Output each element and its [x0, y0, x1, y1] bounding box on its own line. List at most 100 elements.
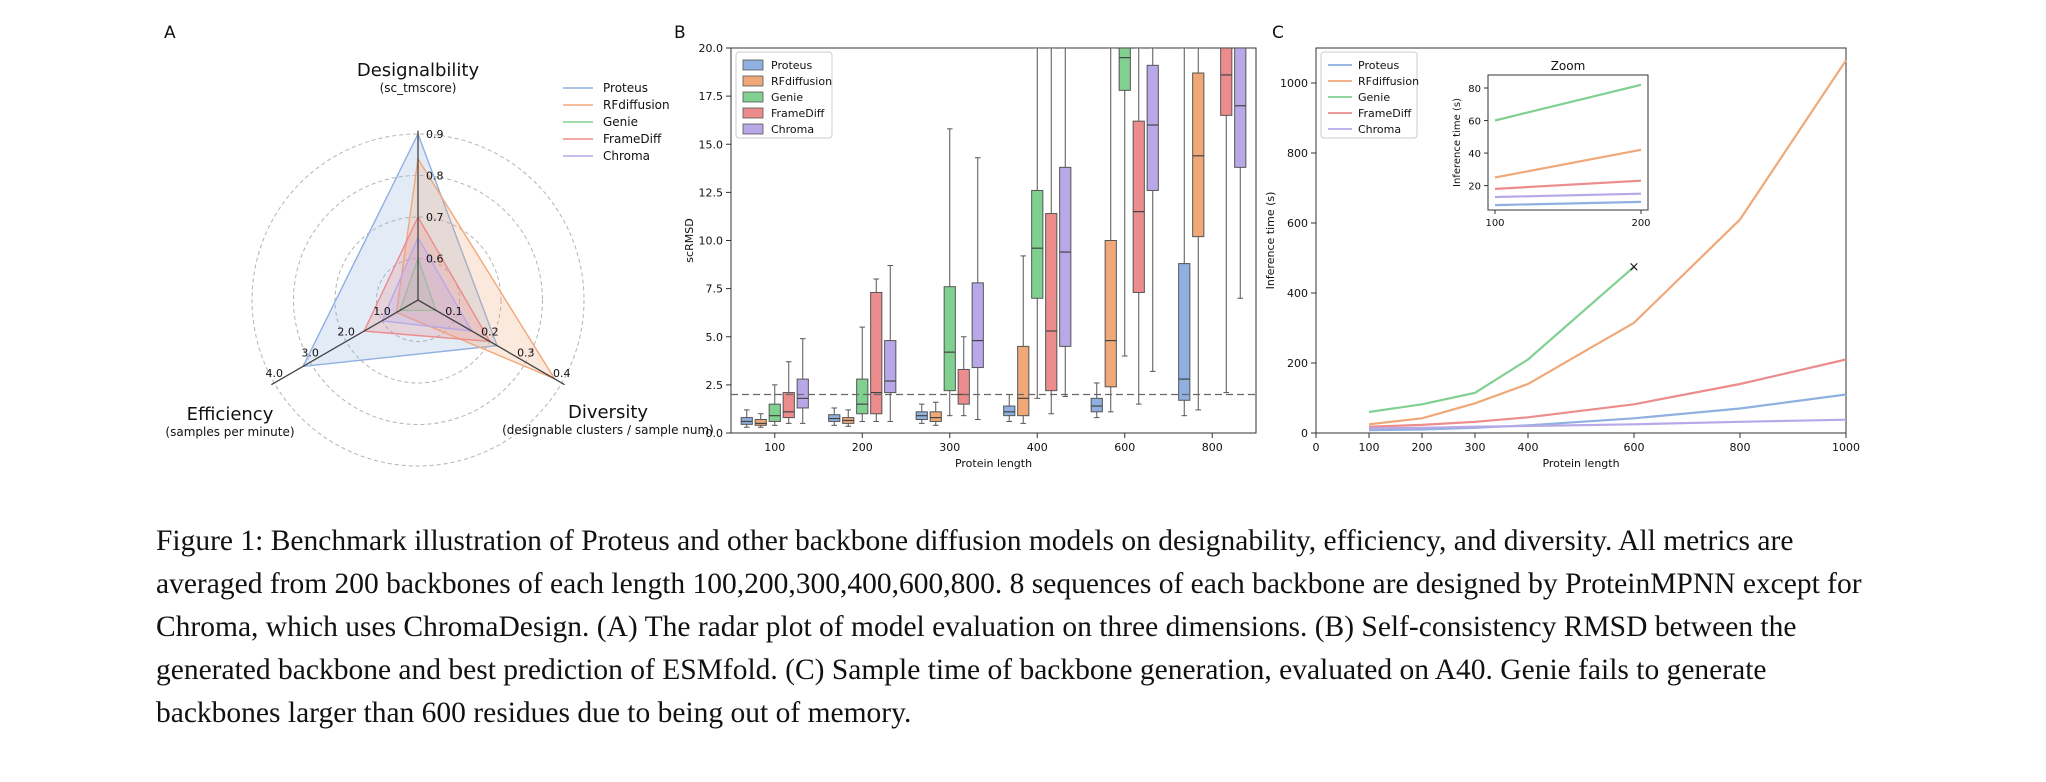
inset-series-rfdiffusion	[1494, 148, 1642, 179]
radar-axis-subtitle: (designable clusters / sample num)	[502, 423, 714, 437]
x-tick-label: 800	[1202, 441, 1223, 454]
radar-series-proteus	[301, 132, 499, 368]
radar-grid-circle	[334, 216, 502, 384]
figure-1: A 0.6 0.7 0.8 0.9 0.1 0.2 0.3 0.4 1.0 2.0 3.0 4.0 Des…	[164, 23, 1860, 470]
radar-tick-label: 0.7	[426, 211, 444, 224]
y-tick-label: 10.0	[699, 235, 724, 248]
y-axis-label: Inference time (s)	[1264, 192, 1277, 290]
legend-label: RFdiffusion	[603, 98, 670, 112]
plot-frame	[1315, 47, 1847, 434]
radar-axis-subtitle: (samples per minute)	[165, 425, 294, 439]
failure-marker: ×	[1629, 260, 1640, 275]
y-tick-label: 15.0	[699, 138, 724, 151]
y-tick-label: 5.0	[706, 331, 724, 344]
box-rfdiffusion	[1192, 72, 1205, 238]
y-tick-label: 7.5	[706, 283, 724, 296]
line-series-genie	[1368, 265, 1635, 414]
box-framediff	[1045, 213, 1058, 392]
radar-grid-circle	[251, 133, 585, 467]
box-genie	[943, 286, 956, 392]
box-chroma	[1146, 64, 1159, 191]
box-proteus	[1003, 405, 1016, 417]
line-series-framediff	[1368, 358, 1847, 428]
box-framediff	[957, 368, 970, 405]
radar-grid-circle	[376, 258, 460, 342]
y-tick-label: 17.5	[699, 90, 724, 103]
y-axis-label: scRMSD	[683, 218, 696, 262]
legend-label: Proteus	[771, 59, 813, 72]
x-tick-label: 1000	[1832, 441, 1860, 454]
radar-tick-label: 0.8	[426, 170, 444, 183]
legend-label: Chroma	[771, 123, 814, 136]
radar-tick-label: 0.4	[553, 367, 571, 380]
panel-label-c: C	[1272, 23, 1284, 43]
inset-frame	[1487, 74, 1649, 211]
box-rfdiffusion	[1104, 240, 1117, 388]
box-proteus	[1090, 397, 1103, 413]
radar-tick-label: 1.0	[373, 305, 391, 318]
x-tick-label: 600	[1624, 441, 1645, 454]
radar-tick-label: 0.6	[426, 253, 444, 266]
x-tick-label: 400	[1027, 441, 1048, 454]
x-tick-label: 100	[764, 441, 785, 454]
y-tick-label: 12.5	[699, 186, 724, 199]
y-tick-label: 800	[1287, 147, 1308, 160]
radar-tick-label: 4.0	[265, 367, 283, 380]
legend-swatch	[742, 75, 764, 87]
panel-label-b: B	[674, 23, 686, 43]
x-tick-label: 400	[1518, 441, 1539, 454]
box-plot-area	[740, 48, 1247, 428]
legend-label: Proteus	[603, 81, 648, 95]
inset-series-framediff	[1494, 179, 1642, 190]
legend-swatch	[742, 91, 764, 103]
radar-tick-label: 0.3	[517, 346, 535, 359]
legend-label: Chroma	[1358, 123, 1401, 136]
legend-label: Chroma	[603, 149, 650, 163]
inset-x-tick-label: 200	[1631, 218, 1650, 229]
box-chroma	[1059, 166, 1072, 347]
y-tick-label: 400	[1287, 287, 1308, 300]
x-tick-label: 200	[852, 441, 873, 454]
box-framediff	[1220, 48, 1233, 116]
x-axis-label: Protein length	[955, 457, 1032, 470]
inset-x-tick-label: 100	[1485, 218, 1504, 229]
y-tick-label: 20.0	[699, 42, 724, 55]
radar-axis-subtitle: (sc_tmscore)	[380, 81, 457, 95]
y-tick-label: 200	[1287, 357, 1308, 370]
legend-label: RFdiffusion	[771, 75, 832, 88]
line-series-chroma	[1368, 418, 1847, 430]
box-chroma	[884, 340, 897, 394]
box-chroma	[971, 282, 984, 369]
legend-label: Genie	[771, 91, 803, 104]
radar-tick-label: 0.9	[426, 128, 444, 141]
inset-y-tick-label: 60	[1468, 117, 1481, 128]
radar-tick-label: 3.0	[301, 346, 319, 359]
figure-caption: Figure 1: Benchmark illustration of Prot…	[156, 525, 1862, 729]
radar-series-rfdiffusion	[395, 156, 557, 381]
legend-swatch	[742, 59, 764, 71]
panel-a-radar-chart: A 0.6 0.7 0.8 0.9 0.1 0.2 0.3 0.4 1.0 2.0 3.0 4.0 Des…	[164, 23, 714, 467]
radar-tick-label: 2.0	[337, 326, 355, 339]
panel-label-a: A	[164, 23, 176, 43]
legend-label: FrameDiff	[603, 132, 662, 146]
box-framediff	[1132, 120, 1145, 293]
legend-swatch	[742, 123, 764, 135]
legend-label: Proteus	[1358, 59, 1400, 72]
inset-y-tick-label: 40	[1468, 149, 1481, 160]
legend-swatch	[742, 107, 764, 119]
radar-axis-title-diversity: Diversity	[568, 402, 648, 423]
panel-b-box-plot: B 0.0 2.5 5.0 7.5 10.0 12.5 15.0 17.5 20.0 100 200 3…	[674, 23, 1257, 470]
radar-series-framediff	[363, 215, 492, 343]
inset-y-tick-label: 20	[1468, 182, 1481, 193]
radar-axis-title-designability: Designalbility	[357, 60, 480, 81]
legend-label: RFdiffusion	[1358, 75, 1419, 88]
x-tick-label: 0	[1313, 441, 1320, 454]
inset-series-chroma	[1494, 192, 1642, 199]
box-chroma	[796, 378, 809, 409]
box-rfdiffusion	[754, 419, 767, 426]
x-tick-label: 100	[1359, 441, 1380, 454]
legend-label: Genie	[1358, 91, 1390, 104]
legend-box	[1320, 51, 1418, 139]
radar-axis-title-efficiency: Efficiency	[187, 404, 274, 425]
box-rfdiffusion	[929, 411, 942, 422]
